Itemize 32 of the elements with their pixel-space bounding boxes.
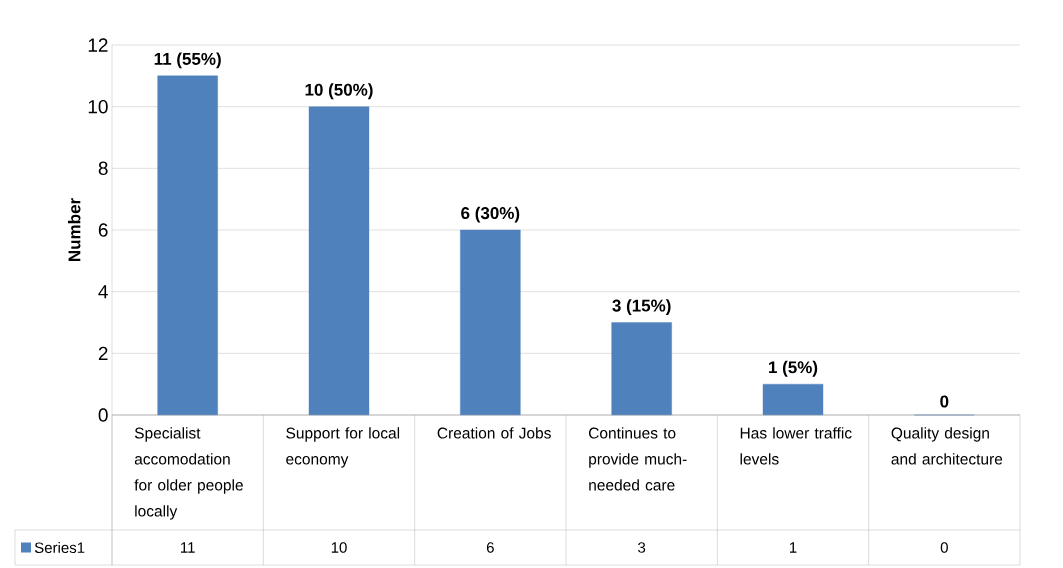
bar [460, 229, 521, 416]
data-label: 6 [486, 542, 494, 553]
annotation: 3 (15%) [612, 299, 671, 315]
annotation: 11 (55%) [154, 52, 221, 69]
x-tick-label: Has lower traffic levels [740, 427, 852, 465]
bar [762, 383, 824, 416]
x-tick-label: Continues to provide much-needed care [588, 427, 687, 491]
data-label: 3 [638, 542, 646, 553]
y-axis-title: Number [67, 198, 81, 261]
y-tick-label: 10 [88, 99, 108, 114]
legend-label: Series1 [34, 542, 85, 554]
bar [308, 106, 370, 416]
y-tick-label: 0 [98, 408, 108, 422]
data-label: 10 [331, 542, 347, 553]
data-label: 1 [789, 542, 797, 553]
annotation: 10 (50%) [305, 83, 373, 100]
x-tick-label: Creation of Jobs [437, 427, 551, 439]
data-label: 11 [181, 542, 195, 553]
bar [157, 75, 218, 416]
x-tick-label: Quality design and architecture [891, 427, 1003, 465]
y-tick-label: 2 [98, 346, 108, 360]
x-tick-label: Specialist accomodation for older people locally [134, 427, 243, 520]
y-tick-label: 8 [98, 161, 108, 176]
y-tick-label: 4 [98, 285, 108, 299]
annotation: 6 (30%) [461, 206, 520, 223]
annotation: 1 (5%) [769, 360, 818, 377]
y-tick-label: 6 [98, 223, 108, 237]
data-label: 0 [940, 542, 948, 553]
annotation: 0 [940, 395, 949, 408]
y-tick-label: 12 [88, 38, 108, 52]
x-tick-label: Support for local economy [286, 427, 400, 468]
bar [611, 322, 672, 416]
